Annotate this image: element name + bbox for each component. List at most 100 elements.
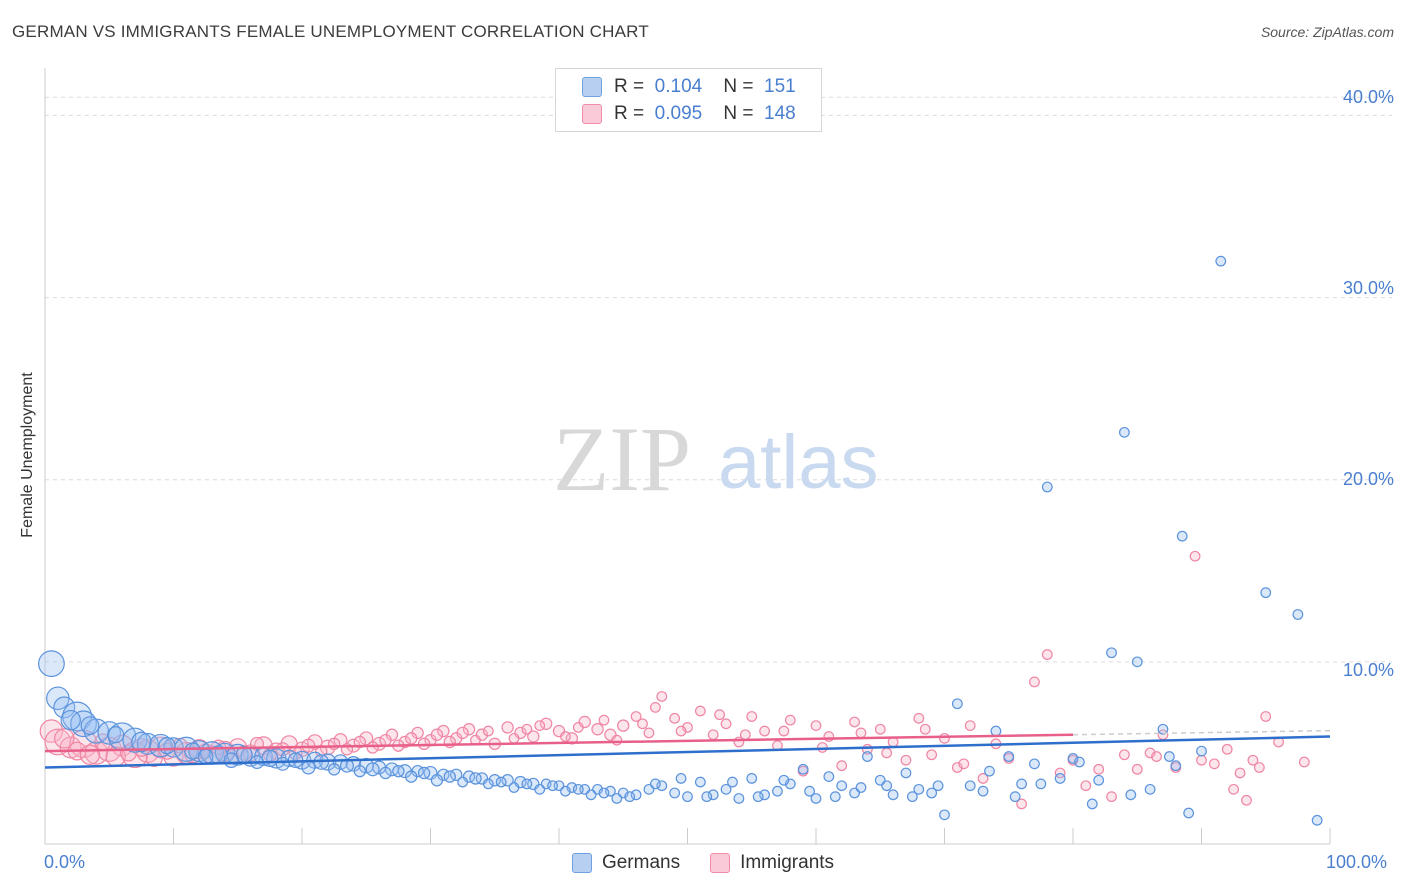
immigrants-point: [1260, 711, 1272, 722]
immigrants-point: [964, 720, 976, 732]
germans-point: [1041, 481, 1053, 493]
watermark-zip: ZIP: [553, 408, 691, 510]
germans-point: [772, 785, 783, 797]
germans-point: [443, 770, 456, 783]
immigrants-point: [939, 732, 950, 744]
chart-title: GERMAN VS IMMIGRANTS FEMALE UNEMPLOYMENT…: [12, 22, 649, 41]
germans-point: [984, 765, 995, 777]
germans-point: [1176, 530, 1188, 542]
immigrants-point: [405, 732, 418, 745]
germans-point: [1157, 723, 1169, 735]
immigrants-point: [1253, 762, 1265, 773]
immigrants-point: [54, 728, 75, 749]
immigrants-point: [958, 758, 970, 770]
germans-point: [547, 780, 558, 792]
source-label: Source: ZipAtlas.com: [1260, 24, 1394, 40]
germans-point: [829, 791, 841, 803]
immigrants-point: [1228, 783, 1240, 795]
immigrants-point: [1054, 767, 1066, 779]
germans-point: [1016, 778, 1027, 790]
immigrants-point: [482, 725, 494, 737]
legend-row-germans: R = 0.104 N = 151: [582, 75, 796, 99]
germans-point: [810, 793, 822, 804]
germans-point: [275, 756, 290, 771]
germans-point: [572, 783, 584, 795]
germans-point: [900, 767, 912, 779]
immigrants-point: [977, 773, 989, 784]
immigrants-point: [1041, 649, 1053, 660]
germans-point: [430, 774, 444, 787]
immigrants-point: [1016, 798, 1027, 810]
n-value: 148: [764, 103, 796, 124]
immigrants-point: [637, 718, 648, 730]
germans-point: [457, 776, 469, 788]
germans-point: [720, 783, 732, 795]
germans-point: [534, 783, 546, 795]
germans-point: [1163, 751, 1175, 762]
y-tick-label: 40.0%: [1342, 87, 1394, 107]
germans-point: [759, 789, 770, 801]
germans-point: [598, 787, 610, 799]
germans-point: [495, 776, 507, 788]
series-legend: Germans Immigrants: [0, 852, 1406, 874]
immigrants-point: [1151, 751, 1162, 762]
legend-label-germans: Germans: [601, 852, 681, 873]
germans-point: [746, 773, 758, 784]
immigrants-point: [1234, 767, 1246, 779]
immigrants-point: [572, 722, 584, 733]
germans-point: [1183, 807, 1195, 819]
immigrants-point: [1247, 754, 1259, 766]
immigrants-point: [534, 720, 546, 732]
germans-point: [630, 789, 642, 801]
germans-point: [682, 791, 693, 803]
immigrants-point: [1298, 756, 1310, 768]
legend-item-immigrants[interactable]: Immigrants: [710, 852, 834, 874]
germans-point: [1035, 778, 1047, 790]
germans-point: [701, 791, 713, 803]
immigrants-point: [656, 691, 668, 702]
germans-point: [1215, 255, 1227, 267]
immigrants-point: [778, 725, 790, 737]
germans-point: [1292, 609, 1304, 620]
germans-point: [977, 785, 989, 797]
germans-point: [752, 791, 764, 803]
germans-point: [261, 749, 279, 767]
immigrants-point: [707, 729, 719, 741]
germans-point: [1029, 758, 1040, 770]
immigrants-point: [565, 732, 579, 745]
immigrants-point: [919, 723, 931, 735]
germans-point: [1170, 760, 1182, 772]
immigrants-point: [598, 714, 610, 726]
germans-point: [122, 727, 148, 753]
germans-point: [727, 776, 738, 788]
immigrants-point: [836, 760, 848, 772]
immigrants-point: [881, 747, 893, 759]
immigrants-point: [1118, 749, 1130, 761]
germans-point: [1086, 798, 1098, 810]
immigrants-point: [1080, 780, 1092, 792]
germans-point: [80, 716, 100, 736]
germans-point: [624, 791, 636, 803]
immigrants-point: [521, 723, 533, 735]
immigrants-swatch: [582, 104, 602, 124]
immigrants-point: [591, 723, 604, 736]
immigrants-point: [1208, 758, 1220, 770]
germans-trend-line: [44, 735, 1331, 769]
germans-point: [392, 764, 405, 778]
legend-item-germans[interactable]: Germans: [571, 852, 681, 874]
germans-point: [823, 771, 835, 783]
germans-point: [508, 782, 520, 793]
immigrants-point: [675, 725, 687, 737]
immigrants-point: [739, 729, 751, 741]
immigrants-trend-extension: [1072, 729, 1331, 736]
germans-point: [107, 726, 125, 744]
y-tick-label: 20.0%: [1342, 469, 1394, 489]
immigrants-point: [1221, 743, 1233, 755]
germans-point: [1196, 745, 1207, 757]
germans-point: [560, 785, 571, 797]
germans-point: [926, 787, 938, 799]
r-value: 0.104: [654, 76, 703, 97]
immigrants-point: [784, 714, 796, 726]
germans-point: [60, 709, 81, 731]
immigrants-swatch: [710, 853, 731, 873]
